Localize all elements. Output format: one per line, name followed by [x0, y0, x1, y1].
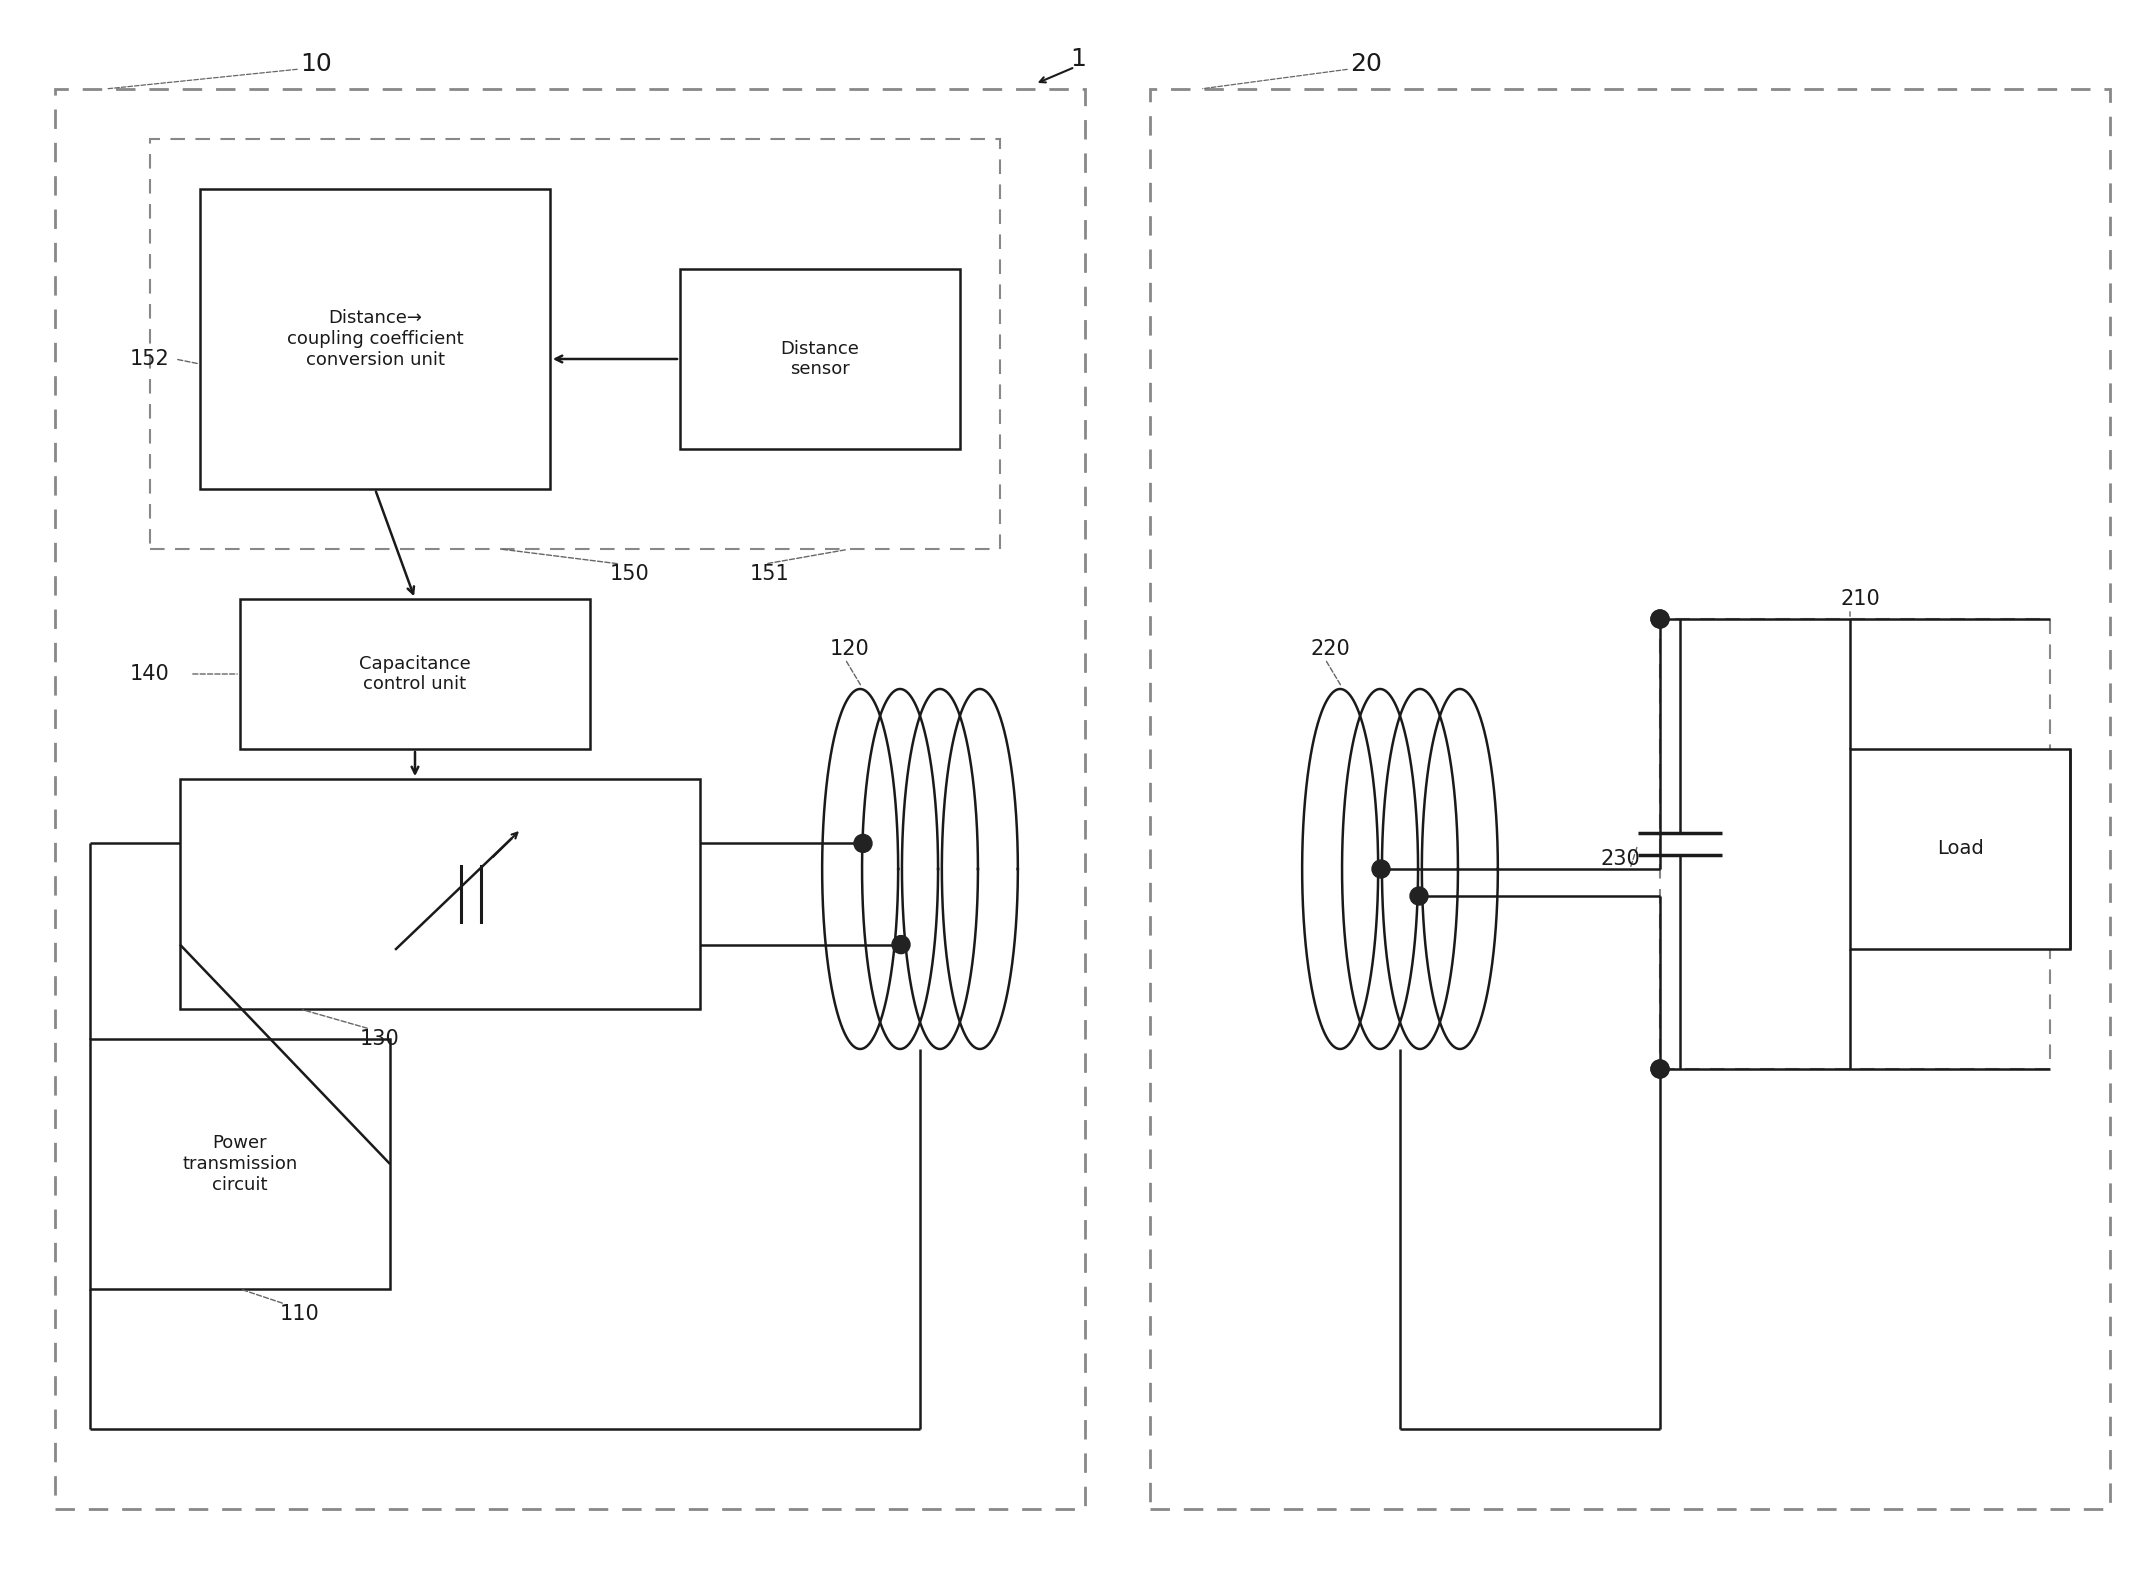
Text: 230: 230	[1599, 849, 1640, 869]
Circle shape	[853, 835, 872, 852]
Text: Distance
sensor: Distance sensor	[780, 339, 859, 378]
Text: 150: 150	[609, 563, 650, 584]
Bar	[1849, 748, 2070, 949]
Text: 10: 10	[299, 52, 331, 75]
Bar	[239, 599, 590, 748]
Text: 120: 120	[830, 639, 870, 659]
Text: 130: 130	[359, 1029, 400, 1050]
Text: 152: 152	[130, 348, 169, 369]
Circle shape	[892, 935, 911, 954]
Bar	[90, 1039, 389, 1290]
Text: 20: 20	[1349, 52, 1381, 75]
Text: 110: 110	[280, 1304, 321, 1324]
Text: Power
transmission
circuit: Power transmission circuit	[182, 1134, 297, 1194]
Bar	[680, 268, 960, 449]
Text: Distance→
coupling coefficient
conversion unit: Distance→ coupling coefficient conversio…	[286, 309, 464, 369]
Text: Load: Load	[1937, 839, 1984, 858]
Text: 220: 220	[1311, 639, 1349, 659]
Text: 140: 140	[130, 664, 169, 684]
Circle shape	[1651, 1061, 1670, 1078]
Bar	[201, 188, 549, 490]
Circle shape	[1651, 610, 1670, 628]
Text: 1: 1	[1069, 47, 1086, 71]
Text: Capacitance
control unit: Capacitance control unit	[359, 654, 470, 693]
Bar	[1150, 89, 2110, 1509]
Bar	[1659, 620, 2050, 1068]
Bar	[180, 778, 699, 1009]
Circle shape	[1373, 860, 1390, 879]
Circle shape	[1651, 610, 1670, 628]
Bar	[56, 89, 1084, 1509]
Text: 151: 151	[750, 563, 789, 584]
Text: 210: 210	[1841, 588, 1879, 609]
Bar	[150, 140, 1001, 549]
Circle shape	[1409, 886, 1428, 905]
Circle shape	[1651, 1061, 1670, 1078]
